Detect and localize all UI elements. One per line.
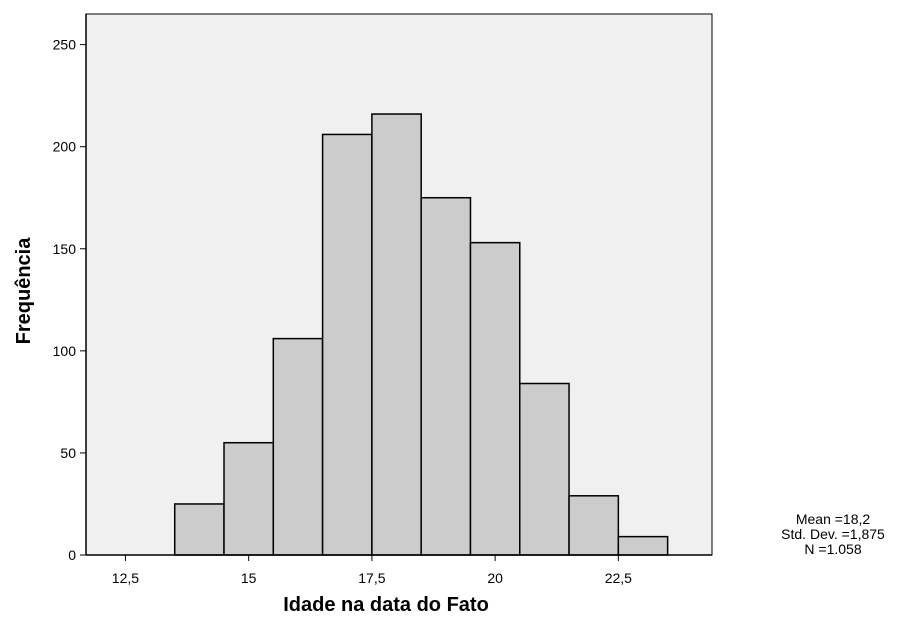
stats-std-dev: Std. Dev. =1,875 bbox=[781, 526, 885, 542]
y-tick-label: 150 bbox=[53, 241, 77, 257]
histogram-bar bbox=[223, 441, 275, 556]
x-tick-label: 22,5 bbox=[605, 570, 632, 586]
y-tick-label: 250 bbox=[53, 37, 77, 53]
histogram-bar bbox=[173, 503, 225, 556]
stats-mean: Mean =18,2 bbox=[796, 511, 871, 527]
x-tick-label: 17,5 bbox=[358, 570, 385, 586]
histogram-bar bbox=[420, 196, 472, 556]
y-axis-title: Frequência bbox=[13, 237, 35, 345]
y-tick-label: 0 bbox=[68, 547, 76, 563]
y-tick-label: 100 bbox=[53, 343, 77, 359]
histogram-bar bbox=[469, 241, 521, 556]
ticks-layer: 0 50 100 150 200 250 12,5 15 17,5 20 22,5 bbox=[53, 37, 633, 586]
x-tick-label: 12,5 bbox=[112, 570, 139, 586]
y-tick-label: 50 bbox=[60, 445, 76, 461]
y-tick-label: 200 bbox=[53, 139, 77, 155]
x-tick-label: 20 bbox=[487, 570, 503, 586]
bars-layer bbox=[173, 113, 669, 556]
histogram-bar bbox=[272, 337, 324, 556]
histogram-bar bbox=[321, 133, 373, 556]
stats-legend: Mean =18,2 Std. Dev. =1,875 N =1.058 bbox=[781, 511, 885, 557]
histogram-bar bbox=[519, 382, 570, 556]
histogram-bar bbox=[568, 495, 620, 556]
x-tick-label: 15 bbox=[241, 570, 257, 586]
axes-layer bbox=[85, 14, 712, 556]
histogram-bar bbox=[371, 113, 422, 556]
histogram-bar bbox=[617, 535, 669, 556]
stats-n: N =1.058 bbox=[804, 541, 861, 557]
x-axis-title: Idade na data do Fato bbox=[283, 594, 489, 616]
